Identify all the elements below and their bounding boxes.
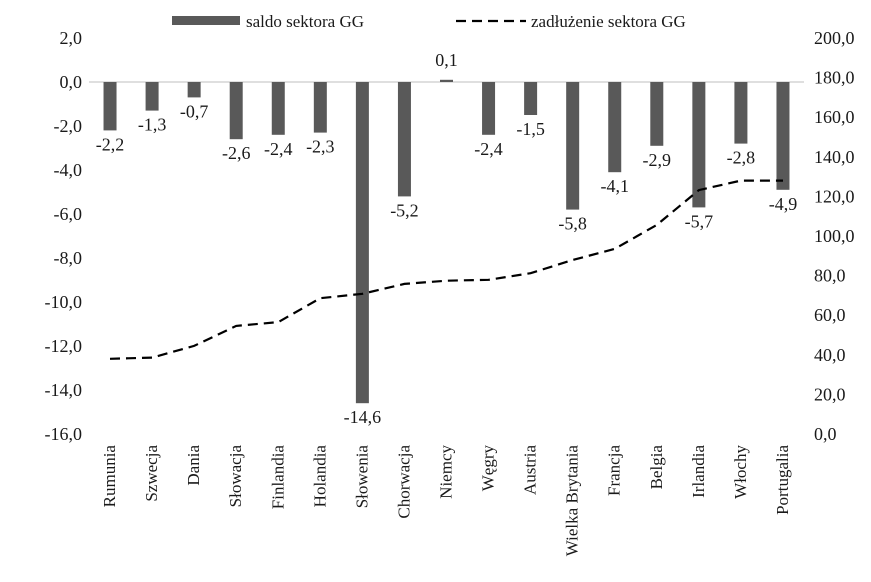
bar-włochy — [734, 82, 748, 144]
y-right-tick-label: 160,0 — [814, 107, 855, 127]
legend: saldo sektora GG zadłużenie sektora GG — [172, 12, 686, 31]
bar-szwecja — [145, 82, 159, 111]
x-category-label: Portugalia — [773, 445, 792, 515]
y-left-tick-label: -8,0 — [54, 248, 83, 268]
bar-holandia — [313, 82, 327, 133]
x-category-label: Niemcy — [437, 445, 456, 499]
x-category-label: Chorwacja — [394, 445, 413, 519]
y-right-tick-label: 180,0 — [814, 68, 855, 88]
bars — [103, 79, 790, 404]
bar-finlandia — [271, 82, 285, 135]
x-category-label: Francja — [605, 445, 624, 496]
y-right-tick-label: 140,0 — [814, 147, 855, 167]
x-category-label: Belgia — [647, 445, 666, 490]
y-right-tick-label: 60,0 — [814, 305, 846, 325]
bar-data-label: -14,6 — [344, 407, 382, 427]
x-category-label: Szwecja — [142, 445, 161, 502]
y-axis-right: 200,0 180,0 160,0 140,0 120,0 100,0 80,0 60,0 40… — [814, 28, 855, 444]
y-left-tick-label: -10,0 — [45, 292, 83, 312]
bar-irlandia — [692, 82, 706, 208]
y-left-tick-label: -12,0 — [45, 336, 83, 356]
x-category-label: Słowacja — [226, 445, 245, 508]
bar-portugalia — [776, 82, 790, 190]
bar-data-label: -2,9 — [643, 150, 672, 170]
bar-belgia — [650, 82, 664, 146]
bar-wielka-brytania — [566, 82, 580, 210]
bar-data-label: -4,1 — [600, 176, 629, 196]
x-category-label: Finlandia — [268, 445, 287, 510]
x-category-label: Austria — [521, 445, 540, 496]
bar-data-label: -2,2 — [96, 134, 125, 154]
x-category-label: Węgry — [479, 445, 498, 492]
y-axis-left: 2,0 0,0 -2,0 -4,0 -6,0 -8,0 -10,0 -12,0 -14,0 -16… — [45, 28, 83, 444]
bar-chorwacja — [397, 82, 411, 197]
bar-słowenia — [355, 82, 369, 404]
bar-data-label: -1,5 — [516, 119, 545, 139]
bar-węgry — [482, 82, 496, 135]
legend-swatch-bar — [172, 16, 240, 25]
bar-słowacja — [229, 82, 243, 140]
y-right-tick-label: 40,0 — [814, 345, 846, 365]
bar-data-label: -1,3 — [138, 115, 167, 135]
x-category-label: Dania — [184, 445, 203, 486]
y-right-tick-label: 20,0 — [814, 384, 846, 404]
bar-rumunia — [103, 82, 117, 131]
bar-data-label: -5,2 — [390, 200, 419, 220]
y-left-tick-label: -14,0 — [45, 380, 83, 400]
y-left-tick-label: -2,0 — [54, 116, 83, 136]
bar-data-label: -2,4 — [474, 139, 503, 159]
x-category-label: Rumunia — [100, 445, 119, 508]
y-left-tick-label: 0,0 — [60, 72, 83, 92]
bar-austria — [524, 82, 538, 115]
bar-data-label: -2,8 — [727, 148, 756, 168]
y-right-tick-label: 120,0 — [814, 186, 855, 206]
bar-data-label: -2,3 — [306, 137, 335, 157]
x-category-label: Wielka Brytania — [563, 445, 582, 557]
y-left-tick-label: -4,0 — [54, 160, 83, 180]
bar-data-label: 0,1 — [435, 50, 458, 70]
x-axis-categories: Rumunia Szwecja Dania Słowacja Finlandia Hola… — [100, 445, 792, 557]
data-labels: -2,2 -1,3 -0,7 -2,6 -2,4 -2,3 -14,6 -5,2 0,1 -2,4… — [96, 50, 797, 427]
y-right-tick-label: 100,0 — [814, 226, 855, 246]
y-right-tick-label: 200,0 — [814, 28, 855, 48]
bar-dania — [187, 82, 201, 98]
bar-data-label: -0,7 — [180, 101, 209, 121]
debt-line — [109, 179, 783, 360]
bar-data-label: -4,9 — [769, 194, 798, 214]
legend-label-line: zadłużenie sektora GG — [531, 12, 686, 31]
y-right-tick-label: 0,0 — [814, 424, 837, 444]
y-left-tick-label: 2,0 — [60, 28, 83, 48]
bar-francja — [608, 82, 622, 173]
bar-data-label: -5,8 — [558, 214, 587, 234]
x-category-label: Włochy — [731, 445, 750, 499]
bar-data-label: -2,6 — [222, 143, 251, 163]
y-left-tick-label: -16,0 — [45, 424, 83, 444]
bar-data-label: -2,4 — [264, 139, 293, 159]
y-right-tick-label: 80,0 — [814, 266, 846, 286]
debt-line-series — [109, 179, 783, 360]
x-category-label: Irlandia — [689, 445, 708, 498]
legend-label-bar: saldo sektora GG — [246, 12, 364, 31]
bar-niemcy — [440, 79, 453, 82]
y-left-tick-label: -6,0 — [54, 204, 83, 224]
x-category-label: Holandia — [310, 445, 329, 508]
bar-data-label: -5,7 — [685, 211, 714, 231]
x-category-label: Słowenia — [352, 445, 371, 509]
